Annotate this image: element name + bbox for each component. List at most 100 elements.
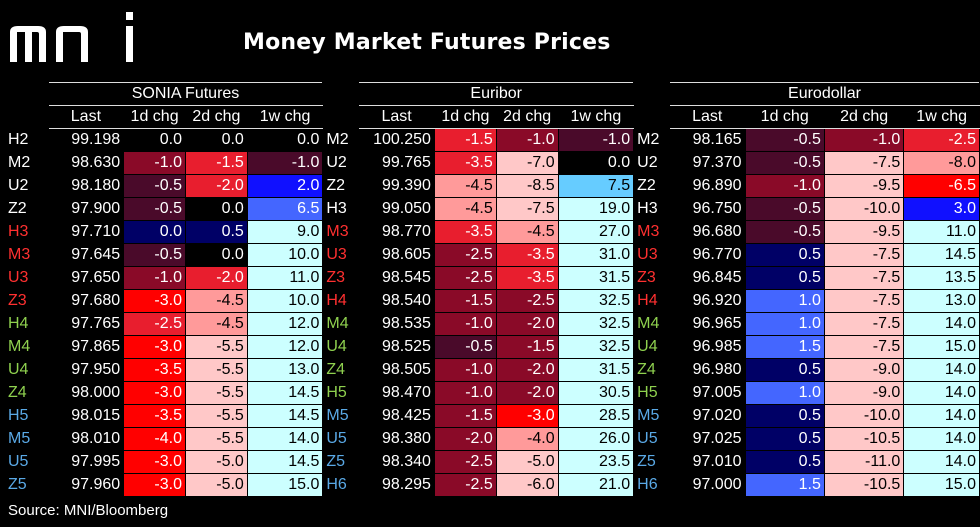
contract-label: U4 bbox=[4, 358, 49, 382]
last-price-cell: 97.865 bbox=[47, 335, 125, 359]
change-2d-cell: -7.5 bbox=[823, 266, 905, 290]
change-2d-cell: 0.0 bbox=[184, 243, 248, 267]
column-header: 2d chg bbox=[184, 105, 248, 129]
change-2d-cell: -1.5 bbox=[495, 335, 559, 359]
change-1d-cell: 0.5 bbox=[744, 266, 825, 290]
last-price-cell: 98.535 bbox=[358, 312, 435, 336]
change-1w-cell: 27.0 bbox=[557, 220, 635, 244]
table-row: Z4 98.000 -3.0 -5.5 14.5 H5 98.470 -1.0 -2.0 30.5… bbox=[4, 381, 980, 405]
change-1d-cell: -1.5 bbox=[433, 289, 497, 313]
column-header: 1w chg bbox=[246, 105, 324, 129]
change-1d-cell: 0.5 bbox=[744, 404, 825, 428]
change-1w-cell: 14.0 bbox=[903, 358, 980, 382]
change-1w-cell: 2.0 bbox=[246, 174, 324, 198]
contract-label: M2 bbox=[633, 128, 670, 152]
change-1d-cell: 1.0 bbox=[744, 381, 825, 405]
change-1d-cell: -3.0 bbox=[123, 289, 186, 313]
last-price-cell: 98.545 bbox=[358, 266, 435, 290]
change-1d-cell: -1.5 bbox=[433, 404, 497, 428]
change-2d-cell: -4.0 bbox=[495, 427, 559, 451]
change-1d-cell: -1.0 bbox=[744, 174, 825, 198]
change-2d-cell: -7.5 bbox=[495, 197, 559, 221]
contract-label: U2 bbox=[633, 151, 670, 175]
last-price-cell: 98.010 bbox=[47, 427, 125, 451]
contract-label: M2 bbox=[4, 151, 49, 175]
change-1w-cell: 7.5 bbox=[557, 174, 635, 198]
change-1w-cell: 30.5 bbox=[557, 381, 635, 405]
contract-label: H6 bbox=[322, 473, 360, 497]
change-2d-cell: -9.5 bbox=[823, 174, 905, 198]
change-1d-cell: 0.0 bbox=[123, 220, 186, 244]
change-1w-cell: 9.0 bbox=[246, 220, 324, 244]
change-1w-cell: 13.0 bbox=[903, 289, 980, 313]
change-1w-cell: 0.0 bbox=[246, 128, 324, 152]
column-header: 1d chg bbox=[433, 105, 497, 129]
change-1d-cell: -0.5 bbox=[123, 197, 186, 221]
change-1d-cell: -2.0 bbox=[433, 427, 497, 451]
last-price-cell: 99.198 bbox=[47, 128, 125, 152]
table-body: H2 99.198 0.0 0.0 0.0 M2 100.250 -1.5 -1.0 -1.0 M2… bbox=[4, 128, 980, 497]
last-price-cell: 96.920 bbox=[668, 289, 746, 313]
change-1d-cell: -3.0 bbox=[123, 381, 186, 405]
change-1w-cell: 14.0 bbox=[903, 450, 980, 474]
last-price-cell: 96.680 bbox=[668, 220, 746, 244]
contract-label: H3 bbox=[4, 220, 49, 244]
contract-label: Z4 bbox=[4, 381, 49, 405]
mni-logo bbox=[10, 12, 133, 62]
change-2d-cell: 0.0 bbox=[184, 197, 248, 221]
change-1d-cell: -1.5 bbox=[433, 128, 497, 152]
table-row: H3 97.710 0.0 0.5 9.0 M3 98.770 -3.5 -4.5 27.0 M3 9… bbox=[4, 220, 980, 244]
contract-label: U5 bbox=[322, 427, 360, 451]
change-1w-cell: 15.0 bbox=[903, 335, 980, 359]
contract-label: H4 bbox=[4, 312, 49, 336]
change-1w-cell: 14.5 bbox=[903, 243, 980, 267]
last-price-cell: 99.050 bbox=[358, 197, 435, 221]
contract-label: H4 bbox=[633, 289, 670, 313]
last-price-cell: 97.370 bbox=[668, 151, 746, 175]
change-2d-cell: -10.0 bbox=[823, 404, 905, 428]
contract-label: H3 bbox=[322, 197, 360, 221]
change-1w-cell: 32.5 bbox=[557, 312, 635, 336]
table-row: Z2 97.900 -0.5 0.0 6.5 H3 99.050 -4.5 -7.5 19.0 H3… bbox=[4, 197, 980, 221]
column-header: Last bbox=[47, 105, 125, 129]
change-2d-cell: -7.0 bbox=[495, 151, 559, 175]
last-price-cell: 96.750 bbox=[668, 197, 746, 221]
group-title-euribor: Euribor bbox=[358, 82, 635, 106]
change-2d-cell: -5.0 bbox=[184, 450, 248, 474]
contract-label: Z2 bbox=[633, 174, 670, 198]
change-1w-cell: 32.5 bbox=[557, 335, 635, 359]
contract-label: Z2 bbox=[322, 174, 360, 198]
last-price-cell: 97.650 bbox=[47, 266, 125, 290]
contract-label: Z5 bbox=[633, 450, 670, 474]
last-price-cell: 97.020 bbox=[668, 404, 746, 428]
change-1w-cell: 10.0 bbox=[246, 289, 324, 313]
last-price-cell: 97.005 bbox=[668, 381, 746, 405]
last-price-cell: 96.985 bbox=[668, 335, 746, 359]
change-2d-cell: -5.5 bbox=[184, 427, 248, 451]
contract-label: Z4 bbox=[633, 358, 670, 382]
change-1w-cell: 14.0 bbox=[903, 404, 980, 428]
change-1d-cell: -3.5 bbox=[123, 404, 186, 428]
change-2d-cell: -1.5 bbox=[184, 151, 248, 175]
last-price-cell: 98.165 bbox=[668, 128, 746, 152]
change-1w-cell: 31.5 bbox=[557, 358, 635, 382]
change-2d-cell: -7.5 bbox=[823, 289, 905, 313]
last-price-cell: 99.390 bbox=[358, 174, 435, 198]
change-1w-cell: 21.0 bbox=[557, 473, 635, 497]
contract-label: M5 bbox=[322, 404, 360, 428]
change-2d-cell: -9.5 bbox=[823, 220, 905, 244]
table-row: M2 98.630 -1.0 -1.5 -1.0 U2 99.765 -3.5 -7.0 0.0 U… bbox=[4, 151, 980, 175]
change-2d-cell: -9.0 bbox=[823, 358, 905, 382]
change-2d-cell: -2.0 bbox=[495, 358, 559, 382]
column-header: 1w chg bbox=[557, 105, 635, 129]
contract-label: H5 bbox=[322, 381, 360, 405]
change-2d-cell: -11.0 bbox=[823, 450, 905, 474]
contract-label: U3 bbox=[322, 243, 360, 267]
column-header: 1d chg bbox=[744, 105, 825, 129]
last-price-cell: 98.425 bbox=[358, 404, 435, 428]
change-2d-cell: -7.5 bbox=[823, 335, 905, 359]
change-2d-cell: -5.5 bbox=[184, 358, 248, 382]
contract-label: H4 bbox=[322, 289, 360, 313]
last-price-cell: 99.765 bbox=[358, 151, 435, 175]
change-2d-cell: -9.0 bbox=[823, 381, 905, 405]
